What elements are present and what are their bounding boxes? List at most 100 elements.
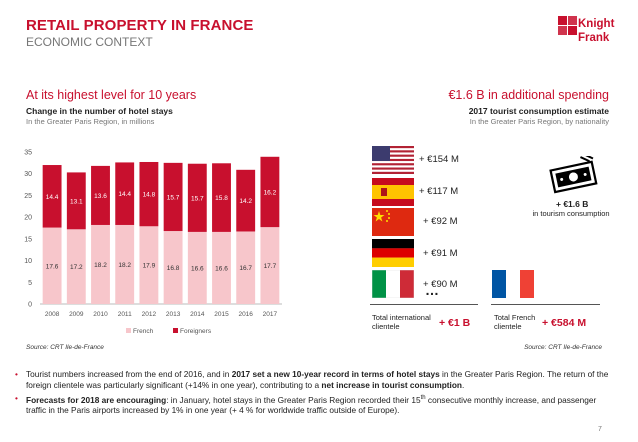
page-title: RETAIL PROPERTY IN FRANCE <box>26 17 254 34</box>
data-label: 15.7 <box>191 195 204 202</box>
x-tick-label: 2014 <box>190 311 205 318</box>
bar-foreigners <box>42 165 62 228</box>
bar-foreigners <box>66 172 86 230</box>
legend-label: French <box>133 328 154 335</box>
money-icon <box>549 156 598 194</box>
flag-label-spain: + €117 M <box>419 186 459 197</box>
x-tick-label: 2015 <box>214 311 229 318</box>
left-headline: At its highest level for 10 years <box>26 88 197 102</box>
data-label: 13.1 <box>70 198 83 205</box>
data-label: 16.2 <box>264 189 277 196</box>
bar-french <box>91 224 110 304</box>
y-tick-label: 5 <box>28 280 32 287</box>
spending-label: in tourism consumption <box>532 209 610 218</box>
legend-swatch <box>126 328 131 333</box>
right-note: In the Greater Paris Region, by national… <box>469 117 609 126</box>
x-tick-label: 2008 <box>45 311 60 318</box>
data-label: 14.2 <box>239 198 252 205</box>
bar-french <box>212 231 231 304</box>
page-subtitle: ECONOMIC CONTEXT <box>26 35 153 49</box>
divider-intl <box>370 304 478 305</box>
bar-french <box>187 231 207 304</box>
bar-french <box>260 227 280 304</box>
data-label: 18.2 <box>94 262 107 269</box>
bar-french <box>115 224 135 304</box>
y-tick-label: 35 <box>24 150 32 157</box>
y-tick-label: 25 <box>24 193 32 200</box>
legend-label: Foreigners <box>180 328 212 335</box>
bar-french <box>66 229 86 304</box>
bar-french <box>42 227 62 304</box>
bar-foreigners <box>163 162 183 232</box>
bullet-dot-icon: • <box>15 393 18 403</box>
data-label: 18.2 <box>118 262 131 269</box>
data-label: 17.7 <box>264 263 277 270</box>
logo-line-1: Knight <box>578 18 615 30</box>
total-intl-value: + €1 B <box>439 317 471 329</box>
data-label: 15.8 <box>215 195 228 202</box>
bar-foreigners <box>212 163 231 232</box>
divider-fr <box>491 304 600 305</box>
bar-foreigners <box>260 156 280 228</box>
flag-label-italy: + €90 M <box>423 279 458 290</box>
x-tick-label: 2009 <box>69 311 84 318</box>
flag-label-china: + €92 M <box>423 216 458 227</box>
total-fr-value: + €584 M <box>542 317 587 329</box>
data-label: 15.7 <box>167 194 180 201</box>
france-flag-icon <box>492 270 534 298</box>
germany-flag-icon <box>372 239 414 267</box>
left-source: Source: CRT Ile-de-France <box>26 344 104 351</box>
bar-foreigners <box>115 162 135 225</box>
more-ellipsis: … <box>425 282 439 298</box>
bar-foreigners <box>187 163 207 232</box>
data-label: 17.9 <box>143 263 156 270</box>
x-tick-label: 2012 <box>142 311 157 318</box>
bar-foreigners <box>236 169 256 232</box>
y-tick-label: 10 <box>24 258 32 265</box>
x-tick-label: 2010 <box>93 311 108 318</box>
hotel-stays-chart: 0 5 10 15 20 25 30 35 17.6 14.4 2008 17.2 13.1 2009 18… <box>24 150 282 335</box>
y-tick-label: 15 <box>24 236 32 243</box>
bar-french <box>139 226 159 304</box>
company-logo: Knight Frank <box>558 16 618 56</box>
total-fr-label: Total French clientele <box>494 313 536 331</box>
data-label: 16.7 <box>239 265 252 272</box>
data-label: 16.8 <box>167 265 180 272</box>
flag-label-germany: + €91 M <box>423 248 458 259</box>
data-label: 13.6 <box>94 193 107 200</box>
right-source: Source: CRT Ile-de-France <box>524 344 602 351</box>
bar-foreigners <box>139 161 159 227</box>
flag-label-usa: + €154 M <box>419 154 459 165</box>
italy-flag-icon <box>372 270 414 298</box>
bullet-dot-icon: • <box>15 369 18 379</box>
data-label: 16.6 <box>191 265 204 272</box>
bullet-1: • Tourist numbers increased from the end … <box>15 369 609 390</box>
legend-swatch <box>173 328 178 333</box>
data-label: 17.6 <box>46 263 59 270</box>
data-label: 16.6 <box>215 265 228 272</box>
x-tick-label: 2011 <box>118 311 132 318</box>
usa-flag-icon <box>372 146 414 174</box>
x-tick-label: 2017 <box>263 311 278 318</box>
bullet-2: • Forecasts for 2018 are encouraging: in … <box>15 393 597 416</box>
bar-french <box>236 231 256 304</box>
y-tick-label: 20 <box>24 215 32 222</box>
x-tick-label: 2013 <box>166 311 181 318</box>
data-label: 14.4 <box>46 194 59 201</box>
data-label: 17.2 <box>70 264 83 271</box>
left-subhead: Change in the number of hotel stays <box>26 106 173 116</box>
data-label: 14.8 <box>143 192 156 199</box>
page-number: 7 <box>598 426 602 433</box>
logo-mark-icon <box>558 16 577 35</box>
right-subhead: 2017 tourist consumption estimate <box>468 106 609 116</box>
right-headline: €1.6 B in additional spending <box>448 88 609 102</box>
bar-french <box>163 231 183 304</box>
china-flag-icon <box>372 208 414 236</box>
y-tick-label: 0 <box>28 302 32 309</box>
bar-foreigners <box>91 165 110 225</box>
total-intl-label: Total international clientele <box>372 313 431 331</box>
y-tick-label: 30 <box>24 171 32 178</box>
spending-value: + €1.6 B <box>556 199 589 209</box>
bullet-list: • Tourist numbers increased from the end … <box>12 369 612 419</box>
x-tick-label: 2016 <box>238 311 253 318</box>
